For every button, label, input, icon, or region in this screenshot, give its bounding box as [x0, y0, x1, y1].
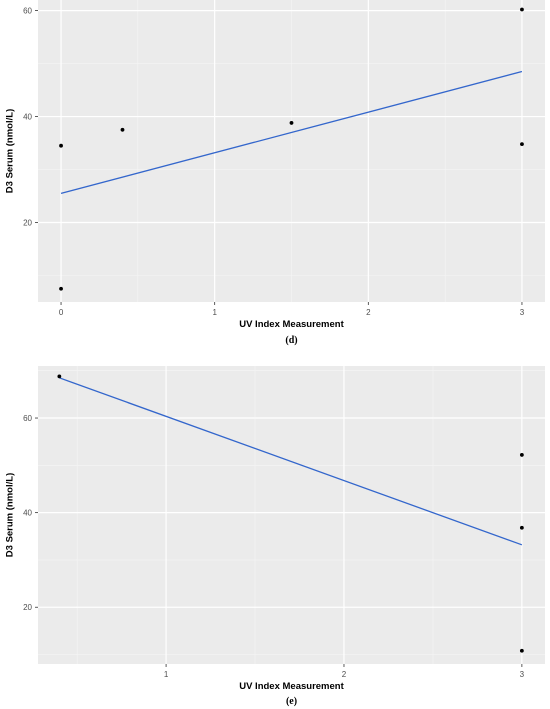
- x-tick-label: 2: [366, 308, 371, 317]
- chart-panel-d: 20 40 60 0 1 2 3 UV Index Measurement D3 Seru…: [5, 0, 545, 346]
- trend-line: [60, 70, 523, 195]
- data-point: [520, 142, 524, 147]
- x-tick-label: 0: [59, 308, 64, 317]
- y-axis-title: D3 Serum (nmol/L): [5, 473, 16, 557]
- data-point: [519, 648, 524, 653]
- panel-caption: (d): [285, 335, 297, 346]
- data-point: [57, 374, 62, 379]
- data-point: [289, 121, 294, 125]
- data-point: [519, 453, 524, 457]
- y-axis-title: D3 Serum (nmol/L): [5, 109, 16, 193]
- data-point: [520, 7, 524, 12]
- data-point: [59, 286, 63, 291]
- data-point: [519, 525, 524, 530]
- x-tick-labels: 1 2 3: [164, 664, 525, 679]
- y-tick-label: 60: [23, 7, 32, 16]
- data-point: [59, 143, 63, 148]
- x-tick-labels: 0 1 2 3: [59, 302, 525, 317]
- x-axis-title: UV Index Measurement: [239, 319, 344, 330]
- grid-lines: [38, 366, 545, 664]
- chart-panel-e: 20 40 60 1 2 3 UV Index Measurement D3 Serum…: [5, 366, 545, 707]
- x-tick-label: 3: [520, 308, 525, 317]
- y-tick-label: 40: [23, 113, 32, 122]
- y-tick-label: 20: [23, 603, 32, 612]
- x-tick-label: 1: [212, 308, 217, 317]
- data-points: [59, 7, 524, 291]
- data-points: [57, 374, 524, 653]
- x-tick-label: 3: [520, 670, 525, 679]
- x-tick-label: 2: [342, 670, 347, 679]
- y-tick-label: 40: [23, 509, 32, 518]
- plot-background: [38, 366, 545, 664]
- y-tick-label: 60: [23, 414, 32, 423]
- grid-lines: [38, 0, 545, 302]
- y-tick-label: 20: [23, 219, 32, 228]
- trend-line: [59, 377, 523, 546]
- y-tick-labels: 20 40 60: [23, 414, 38, 612]
- x-axis-title: UV Index Measurement: [239, 681, 344, 692]
- x-tick-label: 1: [164, 670, 169, 679]
- y-tick-labels: 20 40 60: [23, 7, 38, 228]
- panel-caption: (e): [286, 696, 297, 707]
- data-point: [120, 127, 125, 132]
